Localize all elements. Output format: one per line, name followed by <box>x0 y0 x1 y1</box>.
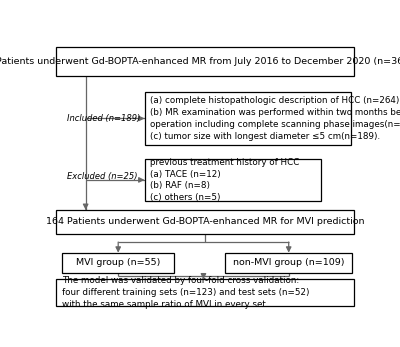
Text: MVI group (n=55): MVI group (n=55) <box>76 258 160 267</box>
FancyBboxPatch shape <box>56 47 354 76</box>
Text: Patients underwent Gd-BOPTA-enhanced MR from July 2016 to December 2020 (n=368): Patients underwent Gd-BOPTA-enhanced MR … <box>0 57 400 66</box>
FancyBboxPatch shape <box>56 210 354 234</box>
Text: (a) complete histopathologic description of HCC (n=264);
(b) MR examination was : (a) complete histopathologic description… <box>150 96 400 141</box>
Text: Included (n=189): Included (n=189) <box>67 114 140 123</box>
Text: previous treatment history of HCC
(a) TACE (n=12)
(b) RAF (n=8)
(c) others (n=5): previous treatment history of HCC (a) TA… <box>150 158 300 202</box>
FancyBboxPatch shape <box>225 253 352 273</box>
Text: The model was validated by four-fold cross validation:
four different training s: The model was validated by four-fold cro… <box>62 277 309 309</box>
FancyBboxPatch shape <box>62 253 174 273</box>
FancyBboxPatch shape <box>144 159 321 201</box>
FancyBboxPatch shape <box>56 279 354 306</box>
Text: Excluded (n=25): Excluded (n=25) <box>67 172 138 181</box>
FancyBboxPatch shape <box>144 92 351 144</box>
Text: 164 Patients underwent Gd-BOPTA-enhanced MR for MVI prediction: 164 Patients underwent Gd-BOPTA-enhanced… <box>46 218 364 227</box>
Text: non-MVI group (n=109): non-MVI group (n=109) <box>233 258 344 267</box>
